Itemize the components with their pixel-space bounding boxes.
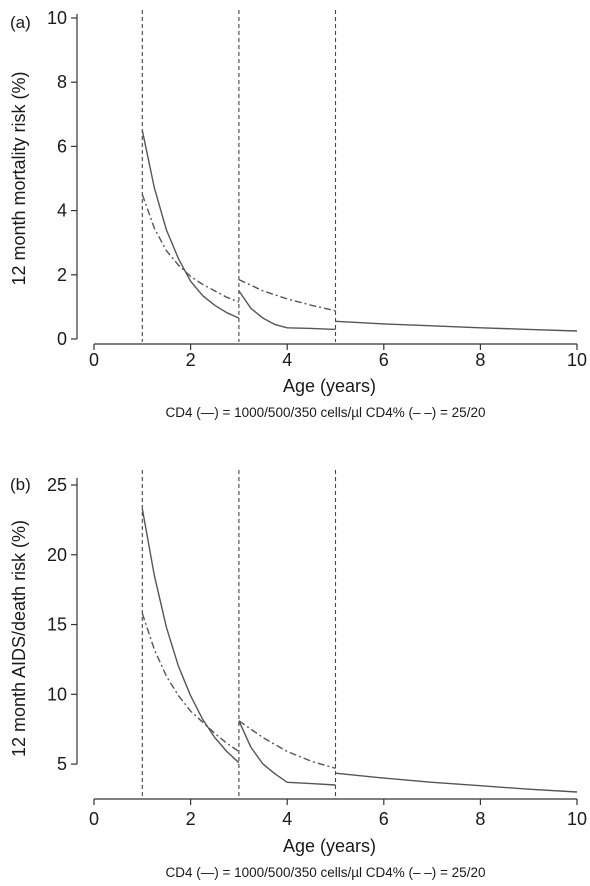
x-tick-label: 6 <box>379 809 389 829</box>
series-line-cd4 <box>238 290 336 331</box>
panel-label: (a) <box>10 13 31 32</box>
panel-b: 5 10 15 20 25 0 2 4 6 8 10 (b) 12 month AIDS/death r… <box>9 470 587 880</box>
x-tick-label: 2 <box>186 809 196 829</box>
series-line-cd4-percent <box>238 278 336 312</box>
series-line-cd4 <box>141 130 240 319</box>
y-tick-label: 10 <box>47 8 67 28</box>
series-line-cd4-percent <box>238 720 336 769</box>
x-axis-label: Age (years) <box>283 836 376 856</box>
x-tick-label: 8 <box>475 350 485 370</box>
x-tick-label: 4 <box>282 350 292 370</box>
series-line-cd4-percent <box>141 613 240 753</box>
series-line-cd4 <box>335 772 578 793</box>
x-tick-label: 0 <box>89 350 99 370</box>
y-tick-label: 2 <box>57 265 67 285</box>
y-axis-label: 12 month mortality risk (%) <box>9 71 29 285</box>
x-tick-label: 6 <box>379 350 389 370</box>
series-line-cd4 <box>335 320 578 332</box>
x-tick-label: 4 <box>282 809 292 829</box>
y-tick-label: 8 <box>57 72 67 92</box>
legend-caption: CD4 (—) = 1000/500/350 cells/µl CD4% (– … <box>166 405 486 420</box>
y-tick-label: 25 <box>47 475 67 495</box>
panel-label: (b) <box>10 475 31 494</box>
y-axis-label: 12 month AIDS/death risk (%) <box>9 520 29 757</box>
y-tick-label: 6 <box>57 136 67 156</box>
series-line-cd4-percent <box>141 194 240 303</box>
y-tick-label: 10 <box>47 684 67 704</box>
y-tick-label: 4 <box>57 201 67 221</box>
x-tick-label: 10 <box>567 809 587 829</box>
x-tick-label: 0 <box>89 809 99 829</box>
y-tick-label: 20 <box>47 545 67 565</box>
legend-caption: CD4 (—) = 1000/500/350 cells/µl CD4% (– … <box>166 865 486 880</box>
x-tick-label: 8 <box>475 809 485 829</box>
x-tick-label: 10 <box>567 350 587 370</box>
series-line-cd4 <box>238 720 336 786</box>
y-tick-label: 5 <box>57 754 67 774</box>
y-tick-label: 15 <box>47 615 67 635</box>
y-tick-label: 0 <box>57 329 67 349</box>
x-axis-label: Age (years) <box>283 376 376 396</box>
series-line-cd4 <box>141 508 240 764</box>
panel-a: 0 2 4 6 8 10 0 2 4 6 8 10 (a) 12 month mortality risk… <box>9 8 587 420</box>
x-tick-label: 2 <box>186 350 196 370</box>
